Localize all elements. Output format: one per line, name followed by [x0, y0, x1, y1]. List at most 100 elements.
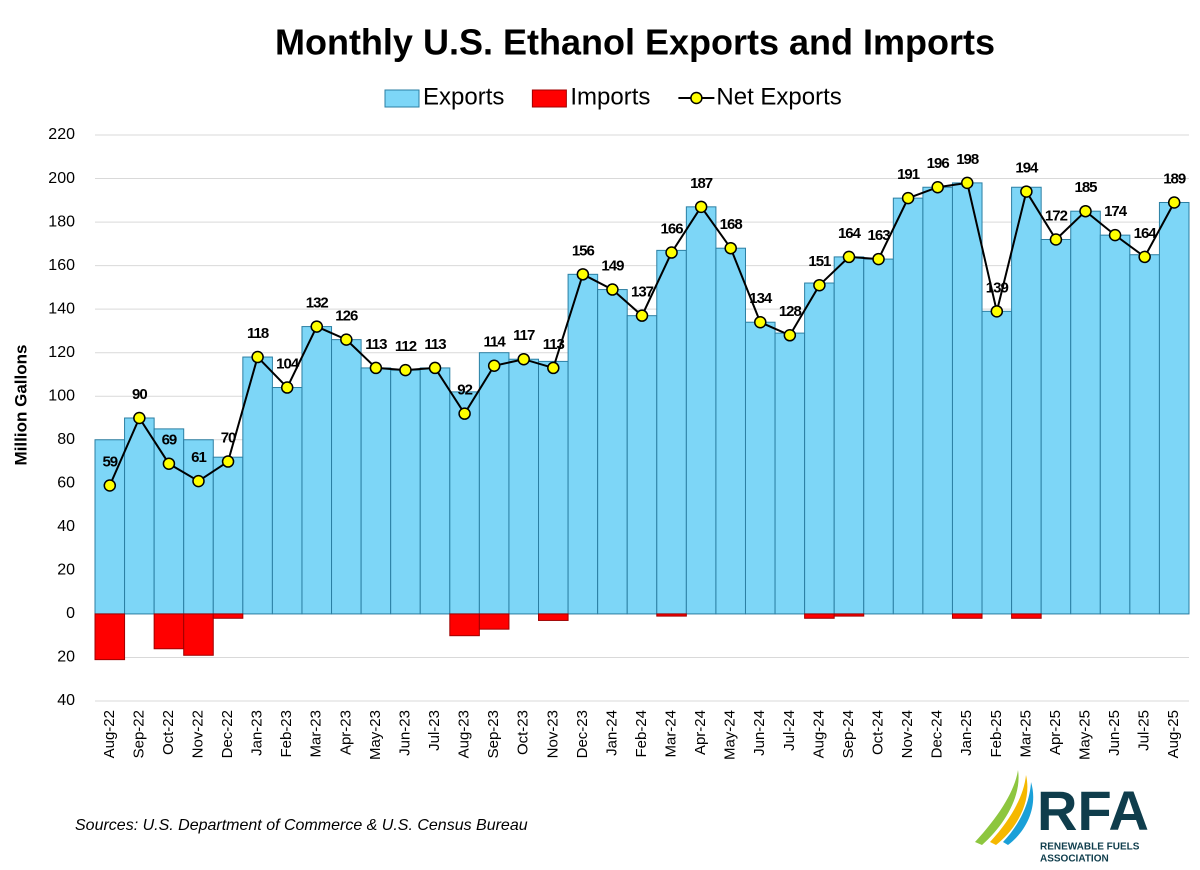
bar	[1129, 254, 1160, 615]
x-tick-label: May-24	[722, 710, 739, 760]
bar	[567, 273, 599, 615]
x-tick-label: Dec-22	[219, 710, 236, 758]
bar	[863, 258, 894, 615]
bar	[1011, 186, 1042, 615]
data-label: 151	[808, 253, 831, 270]
bar	[94, 613, 126, 661]
bar	[951, 182, 983, 615]
data-label: 174	[1104, 203, 1128, 220]
bar	[212, 613, 244, 619]
legend-label: Net Exports	[716, 83, 841, 110]
bar	[449, 391, 480, 615]
x-tick-label: Mar-25	[1017, 710, 1034, 758]
marker	[547, 361, 560, 375]
bar	[153, 428, 185, 615]
bar	[804, 282, 835, 615]
x-tick-label: Sep-22	[130, 710, 147, 758]
data-label: 104	[276, 355, 300, 372]
bar	[804, 613, 835, 619]
marker	[428, 361, 442, 375]
data-label: 163	[868, 227, 891, 244]
y-tick-label: 220	[48, 126, 75, 143]
data-label: 90	[132, 386, 147, 403]
marker	[340, 333, 353, 346]
marker	[606, 283, 619, 296]
x-tick-label: Jan-24	[603, 710, 620, 756]
data-label: 59	[102, 453, 117, 470]
marker	[458, 407, 471, 420]
data-label: 187	[690, 175, 713, 192]
marker	[221, 455, 235, 468]
logo: RFA RENEWABLE FUELS ASSOCIATION	[975, 770, 1149, 865]
x-tick-label: Jan-23	[249, 710, 266, 756]
bar	[656, 249, 687, 615]
x-tick-label: Apr-24	[692, 710, 709, 755]
data-label: 113	[424, 336, 446, 353]
data-label: 196	[927, 155, 950, 172]
bar	[508, 358, 540, 615]
bar	[390, 369, 421, 615]
marker	[1079, 204, 1092, 218]
chart-title: Monthly U.S. Ethanol Exports and Imports	[275, 22, 995, 63]
data-label: 191	[897, 166, 920, 183]
marker	[1138, 250, 1151, 264]
data-label: 185	[1074, 179, 1097, 196]
marker	[280, 381, 294, 394]
y-tick-label: 20	[57, 649, 75, 666]
data-label: 113	[365, 336, 387, 353]
x-tick-label: May-25	[1076, 710, 1093, 760]
marker	[694, 200, 708, 214]
x-tick-label: Oct-22	[160, 710, 177, 755]
y-tick-label: 200	[48, 170, 75, 187]
data-label: 166	[661, 221, 684, 238]
y-tick-label: 40	[57, 692, 75, 709]
marker	[133, 411, 146, 425]
logo-subtitle: ASSOCIATION	[1040, 854, 1109, 865]
bar	[153, 613, 185, 650]
logo-subtitle: RENEWABLE FUELS	[1040, 842, 1140, 853]
data-label: 61	[191, 449, 206, 466]
data-label: 112	[395, 338, 417, 355]
bar	[1040, 238, 1072, 615]
marker	[842, 250, 856, 264]
data-label: 92	[457, 382, 472, 399]
marker	[635, 309, 649, 322]
x-tick-label: Nov-23	[544, 710, 561, 758]
y-tick-label: 180	[48, 213, 75, 230]
data-label: 69	[162, 432, 177, 449]
x-tick-label: Feb-25	[988, 710, 1005, 758]
data-label: 114	[484, 334, 507, 351]
bar	[124, 417, 155, 615]
source-note: Sources: U.S. Department of Commerce & U…	[75, 817, 528, 834]
x-tick-label: Aug-24	[810, 710, 827, 758]
marker	[813, 278, 826, 292]
logo-swoosh	[975, 770, 1019, 845]
legend-swatch	[384, 89, 420, 108]
x-tick-label: Jul-24	[781, 710, 798, 751]
data-label: 113	[543, 336, 565, 353]
x-tick-label: Aug-25	[1165, 710, 1182, 758]
data-label: 156	[572, 242, 595, 259]
bar	[1070, 210, 1101, 615]
data-label: 198	[956, 151, 979, 168]
x-tick-label: Jun-24	[751, 710, 768, 756]
x-tick-label: Jul-23	[426, 710, 443, 751]
marker	[1167, 196, 1181, 209]
marker	[576, 268, 590, 281]
bar	[626, 315, 658, 615]
bar	[538, 613, 569, 621]
x-tick-label: Oct-24	[870, 710, 887, 755]
marker	[754, 315, 767, 329]
x-tick-label: Jan-25	[958, 710, 975, 756]
marker	[665, 246, 678, 259]
logo-swoosh	[1003, 782, 1034, 845]
bar	[183, 613, 214, 656]
bar	[271, 387, 303, 615]
x-tick-label: Nov-24	[899, 710, 916, 758]
marker	[103, 479, 117, 492]
bar	[478, 613, 510, 630]
x-tick-label: Aug-22	[101, 710, 118, 758]
bar	[301, 326, 333, 615]
bar	[449, 613, 480, 637]
